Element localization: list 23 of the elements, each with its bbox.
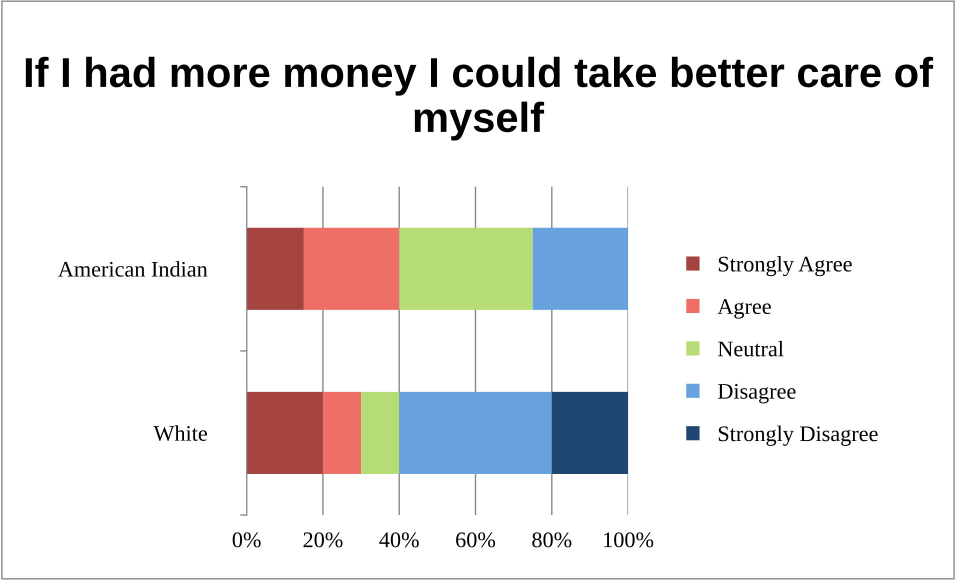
- legend-label: Agree: [718, 299, 771, 319]
- y-tick-label: White: [153, 425, 207, 442]
- x-tick-label: 60%: [456, 532, 496, 548]
- bar: [552, 392, 628, 474]
- bar: [361, 392, 400, 474]
- legend-label: Disagree: [718, 384, 796, 404]
- x-tick-label: 20%: [304, 532, 343, 548]
- bar: [246, 228, 304, 310]
- x-tick-label: 80%: [532, 532, 572, 548]
- bar: [532, 228, 628, 310]
- bar: [399, 392, 552, 474]
- legend-label: Strongly Agree: [718, 256, 852, 276]
- legend-label: Neutral: [718, 340, 784, 356]
- bar: [399, 228, 533, 310]
- chart-title: If I had more money I could take better care of myself: [26, 56, 934, 140]
- y-tick-label: American Indian: [58, 261, 208, 277]
- x-tick-label: 100%: [604, 532, 654, 548]
- bar: [246, 392, 323, 474]
- bar: [322, 392, 362, 474]
- legend-label: Strongly Disagree: [718, 426, 878, 446]
- x-tick-label: 40%: [379, 532, 419, 548]
- bar: [304, 228, 400, 310]
- x-tick-label: 0%: [232, 532, 261, 548]
